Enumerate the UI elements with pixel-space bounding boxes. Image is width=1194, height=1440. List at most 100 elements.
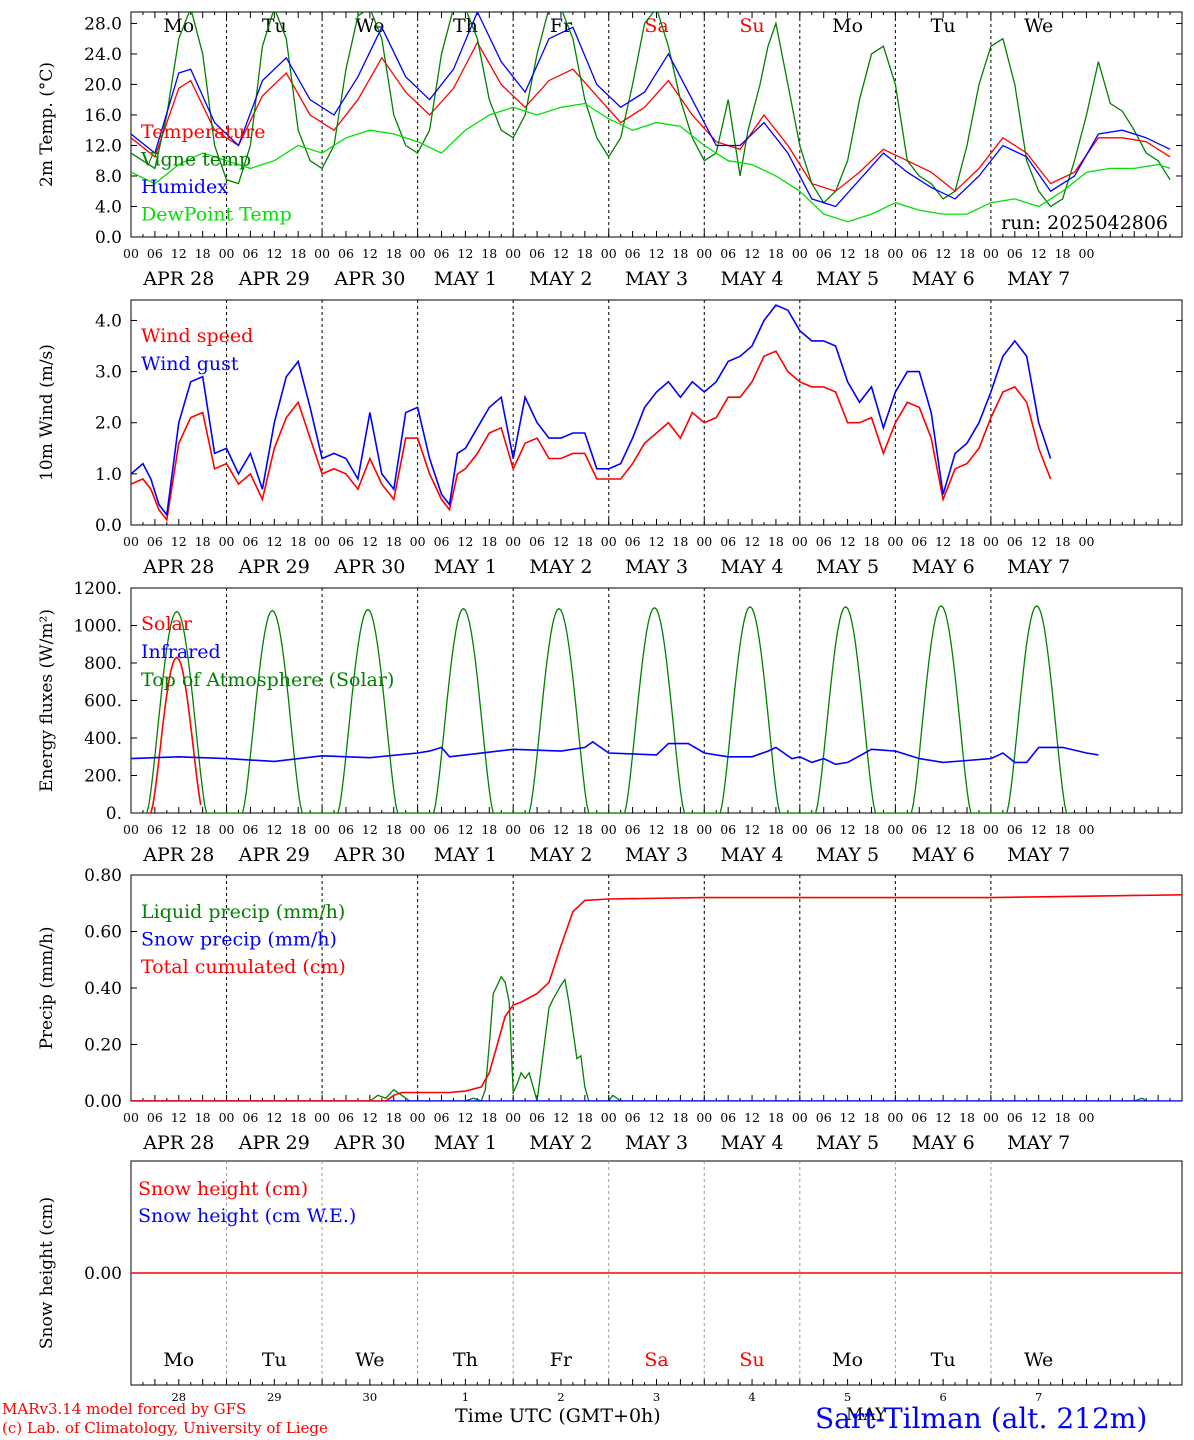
hour-tick-label: 06 xyxy=(625,1110,641,1125)
hour-tick-label: 06 xyxy=(816,246,832,261)
date-label: MAY 3 xyxy=(625,844,688,866)
panel-2: 0.0 1.0 2.0 3.0 4.0 10m Wind (m/s) 00 06 12 18 APR… xyxy=(37,299,1183,578)
date-label: MAY 5 xyxy=(816,268,879,290)
y-tick-label: 16.0 xyxy=(84,106,122,126)
hour-tick-label: 00 xyxy=(505,534,521,549)
y-tick-label: 0.0 xyxy=(95,228,122,248)
hour-tick-label: 00 xyxy=(1079,246,1095,261)
hour-tick-label: 12 xyxy=(457,1110,473,1125)
date-label: MAY 4 xyxy=(721,268,784,290)
series-wind-gust xyxy=(131,304,1052,517)
hour-tick-label: 12 xyxy=(1031,246,1047,261)
hour-tick-label: 06 xyxy=(816,534,832,549)
hour-tick-label: 18 xyxy=(481,534,497,549)
y-tick-label: 8.0 xyxy=(95,167,122,187)
date-label: MAY 5 xyxy=(816,844,879,866)
hour-tick-label: 12 xyxy=(171,534,187,549)
y-tick-label: 0.60 xyxy=(84,923,122,943)
legend-entry: Wind speed xyxy=(141,325,253,347)
hour-tick-label: 18 xyxy=(672,534,688,549)
hour-tick-label: 12 xyxy=(649,534,665,549)
day-number-label: 1 xyxy=(462,1390,469,1404)
hour-tick-label: 06 xyxy=(434,822,450,837)
hour-tick-label: 12 xyxy=(457,822,473,837)
date-label: MAY 2 xyxy=(529,556,592,578)
day-number-label: 4 xyxy=(748,1390,755,1404)
series-infrared xyxy=(131,740,1099,766)
hour-tick-label: 12 xyxy=(553,822,569,837)
hour-tick-label: 18 xyxy=(577,822,593,837)
hour-tick-label: 18 xyxy=(290,246,306,261)
hour-tick-label: 00 xyxy=(219,822,235,837)
day-number-label: 2 xyxy=(557,1390,564,1404)
hour-tick-label: 00 xyxy=(696,246,712,261)
hour-tick-label: 06 xyxy=(1007,246,1023,261)
hour-tick-label: 18 xyxy=(481,246,497,261)
panel-4: 0.00 0.20 0.40 0.60 0.80 Precip (mm/h) 00 06 12 1… xyxy=(37,866,1183,1154)
hour-tick-label: 12 xyxy=(649,822,665,837)
date-label: APR 29 xyxy=(238,1132,310,1154)
hour-tick-label: 00 xyxy=(410,1110,426,1125)
hour-tick-label: 12 xyxy=(553,1110,569,1125)
hour-tick-label: 12 xyxy=(840,1110,856,1125)
hour-tick-label: 18 xyxy=(1055,246,1071,261)
hour-tick-label: 06 xyxy=(338,822,354,837)
hour-tick-label: 06 xyxy=(1007,1110,1023,1125)
date-label: MAY 6 xyxy=(912,268,975,290)
hour-tick-label: 00 xyxy=(887,822,903,837)
hour-tick-label: 12 xyxy=(935,246,951,261)
y-tick-label: 1.0 xyxy=(95,465,122,485)
hour-tick-label: 18 xyxy=(768,1110,784,1125)
y-tick-label: 1200. xyxy=(73,579,122,599)
hour-tick-label: 18 xyxy=(481,822,497,837)
hour-tick-label: 12 xyxy=(649,1110,665,1125)
lab-credit: (c) Lab. of Climatology, University of L… xyxy=(2,1419,328,1437)
day-of-week-label: Sa xyxy=(644,15,668,37)
legend-entry: DewPoint Temp xyxy=(141,204,292,226)
run-label: run: 2025042806 xyxy=(1001,212,1168,234)
y-axis-label: Energy fluxes (W/m²) xyxy=(37,609,57,792)
hour-tick-label: 18 xyxy=(768,534,784,549)
legend-entry: Solar xyxy=(141,613,193,635)
hour-tick-label: 12 xyxy=(1031,822,1047,837)
hour-tick-label: 06 xyxy=(147,246,163,261)
hour-tick-label: 00 xyxy=(314,822,330,837)
day-of-week-label: Tu xyxy=(931,15,956,37)
hour-tick-label: 18 xyxy=(195,822,211,837)
hour-tick-label: 00 xyxy=(601,822,617,837)
y-tick-label: 0.20 xyxy=(84,1036,122,1056)
series-dewpoint-temp xyxy=(131,102,1171,223)
date-label: MAY 2 xyxy=(529,844,592,866)
y-tick-label: 400. xyxy=(84,729,122,749)
hour-tick-label: 18 xyxy=(290,1110,306,1125)
hour-tick-label: 18 xyxy=(386,822,402,837)
hour-tick-label: 12 xyxy=(266,534,282,549)
hour-tick-label: 06 xyxy=(147,822,163,837)
day-number-label: 28 xyxy=(171,1390,186,1404)
day-number-label: 5 xyxy=(844,1390,851,1404)
hour-tick-label: 00 xyxy=(696,1110,712,1125)
hour-tick-label: 00 xyxy=(983,246,999,261)
date-label: MAY 4 xyxy=(721,1132,784,1154)
hour-tick-label: 06 xyxy=(816,822,832,837)
hour-tick-label: 18 xyxy=(195,246,211,261)
y-tick-label: 0.00 xyxy=(84,1264,122,1284)
hour-tick-label: 18 xyxy=(290,822,306,837)
hour-tick-label: 00 xyxy=(1079,822,1095,837)
hour-tick-label: 12 xyxy=(171,246,187,261)
hour-tick-label: 06 xyxy=(911,1110,927,1125)
series-liquid-precip-mm-h- xyxy=(131,975,1147,1101)
series-wind-speed xyxy=(131,350,1052,522)
y-tick-label: 0.0 xyxy=(95,516,122,536)
hour-tick-label: 06 xyxy=(720,246,736,261)
hour-tick-label: 18 xyxy=(768,822,784,837)
date-label: MAY 3 xyxy=(625,556,688,578)
day-of-week-label: Tu xyxy=(931,1349,956,1371)
y-axis-label: Snow height (cm) xyxy=(37,1197,57,1349)
series-humidex xyxy=(131,12,1171,208)
y-tick-label: 1000. xyxy=(73,617,122,637)
day-of-week-label: Tu xyxy=(262,15,287,37)
hour-tick-label: 00 xyxy=(887,246,903,261)
hour-tick-label: 06 xyxy=(529,1110,545,1125)
